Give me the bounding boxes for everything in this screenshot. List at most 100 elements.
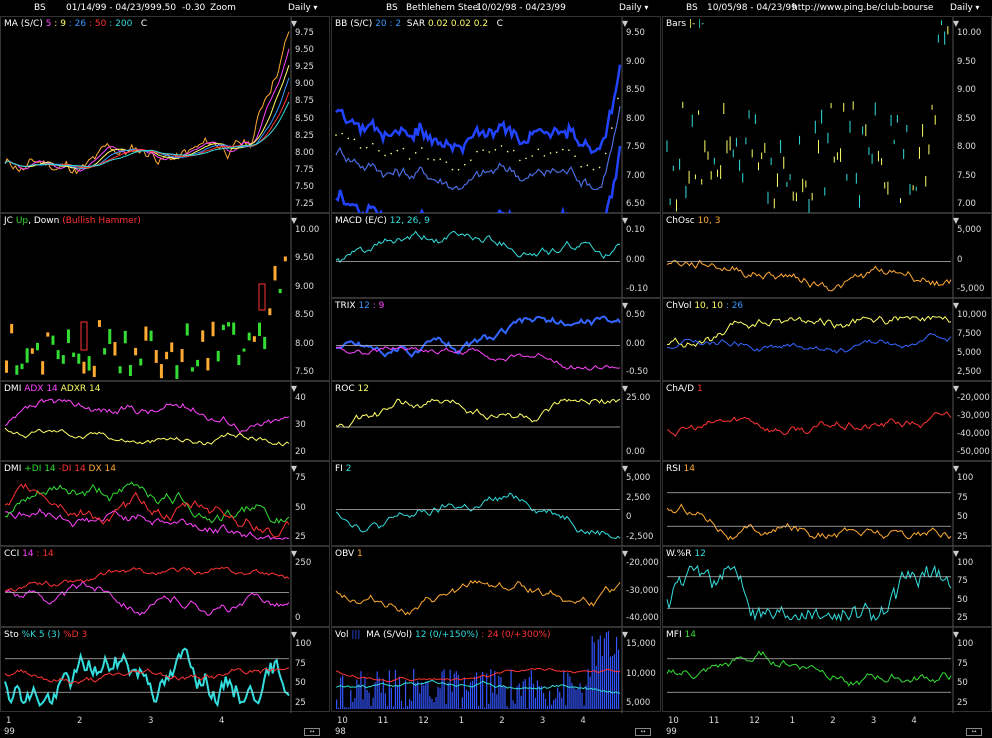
- panel-menu-icon[interactable]: ▼: [952, 384, 959, 393]
- panel-menu-icon[interactable]: ▼: [621, 301, 628, 310]
- indicator-panel[interactable]: ROC 12 ▼ 25.00 0.00: [331, 381, 661, 462]
- indicator-panel[interactable]: W.%R 12 ▼ 100 75 50 25: [662, 546, 992, 628]
- volume-bar: [538, 686, 541, 709]
- series-line: [666, 503, 952, 541]
- window-titlebar[interactable]: BS 01/14/99 - 04/23/99 9.50 -0.30 Zoom Daily: [0, 0, 330, 16]
- indicator-panel[interactable]: MFI 14 ▼ 100 75 50 25: [662, 627, 992, 713]
- indicator-panel[interactable]: DMI +DI 14 -DI 14 DX 14 ▼ 75 50 25: [0, 461, 330, 547]
- indicator-panel[interactable]: ChVol 10, 10 : 26 ▼ 10,000 7,500 5,000 2,500: [662, 298, 992, 382]
- legend-entry: : 14: [33, 549, 54, 559]
- volume-bar: [354, 698, 356, 709]
- panel-menu-icon[interactable]: ▼: [621, 630, 628, 639]
- sar-dot: [384, 154, 386, 157]
- period-dropdown[interactable]: Daily: [619, 3, 648, 13]
- volume-bar: [510, 669, 512, 709]
- panel-menu-icon[interactable]: ▼: [621, 384, 628, 393]
- panel-menu-icon[interactable]: ▼: [290, 216, 297, 225]
- sar-dot: [531, 155, 533, 157]
- window-titlebar[interactable]: BS Bethlehem Steel 10/02/98 - 04/23/99 Dail…: [331, 0, 661, 16]
- panel-menu-icon[interactable]: ▼: [621, 19, 628, 28]
- indicator-panel[interactable]: MACD (E/C) 12, 26, 9 ▼ 0.10 0.00 -0.10: [331, 213, 661, 299]
- sar-dot: [421, 147, 423, 149]
- candle: [149, 330, 153, 342]
- panel-menu-icon[interactable]: ▼: [290, 384, 297, 393]
- y-tick-label: 10,000: [957, 310, 987, 320]
- header-text: BS: [686, 3, 698, 13]
- window-titlebar[interactable]: BS 10/05/98 - 04/23/99 http://www.ping.be/…: [662, 0, 992, 16]
- indicator-panel[interactable]: JC Up, Down (Bullish Hammer) ▼ 10.00 9.50 9.…: [0, 213, 330, 382]
- volume-bar: [496, 694, 498, 709]
- y-tick-label: -30,000: [957, 411, 990, 421]
- candle: [232, 322, 236, 335]
- y-tick-label: 9.50: [626, 28, 645, 38]
- candle: [175, 365, 179, 379]
- candle: [190, 367, 194, 372]
- y-tick-label: -5,000: [957, 284, 985, 294]
- panel-menu-icon[interactable]: ▼: [621, 464, 628, 473]
- volume-bar: [524, 678, 526, 709]
- candle: [41, 361, 45, 375]
- indicator-panel[interactable]: BB (S/C) 20 : 2 SAR 0.02 0.02 0.2 C ▼ 9.50…: [331, 16, 661, 241]
- panel-menu-icon[interactable]: ▼: [290, 549, 297, 558]
- x-tick-label: 11: [708, 716, 720, 726]
- panel-menu-icon[interactable]: ▼: [290, 630, 297, 639]
- indicator-panel[interactable]: TRIX 12 : 9 ▼ 0.50 0.00 -0.50: [331, 298, 661, 382]
- legend-entry: +DI 14: [21, 464, 56, 474]
- scroll-button[interactable]: ↔: [304, 728, 320, 736]
- volume-bar: [534, 697, 536, 709]
- panel-menu-icon[interactable]: ▼: [621, 549, 628, 558]
- volume-bar: [338, 707, 340, 709]
- volume-bar: [344, 707, 346, 709]
- x-axis: 10 11 12 1 2 3 4 98 ↔: [331, 714, 661, 738]
- panel-plot: [666, 17, 954, 214]
- volume-bar: [561, 697, 563, 709]
- indicator-panel[interactable]: RSI 14 ▼ 100 75 50 25: [662, 461, 992, 547]
- indicator-panel[interactable]: FI 2 ▼ 5,000 2,500 0 -2,500: [331, 461, 661, 547]
- y-tick-label: 10,000: [626, 668, 656, 679]
- panel-menu-icon[interactable]: ▼: [621, 216, 628, 225]
- panel-menu-icon[interactable]: ▼: [952, 464, 959, 473]
- volume-bar: [378, 677, 380, 709]
- panel-menu-icon[interactable]: ▼: [952, 630, 959, 639]
- sar-dot: [488, 151, 491, 153]
- period-dropdown[interactable]: Daily: [288, 3, 317, 13]
- indicator-panel[interactable]: Sto %K 5 (3) %D 3 ▼ 100 75 50 25: [0, 627, 330, 713]
- volume-bar: [500, 677, 502, 709]
- indicator-panel[interactable]: Vol ||| MA (S/Vol) 12 (0/+150%) : 24 (0/…: [331, 627, 661, 713]
- period-dropdown[interactable]: Daily: [950, 3, 979, 13]
- scroll-button[interactable]: ↔: [966, 728, 982, 736]
- candle: [30, 348, 34, 354]
- panel-menu-icon[interactable]: ▼: [290, 19, 297, 28]
- indicator-panel[interactable]: CCI 14 : 14 ▼ 250 0: [0, 546, 330, 628]
- panel-menu-icon[interactable]: ▼: [952, 301, 959, 310]
- indicator-panel[interactable]: OBV 1 ▼ -20,000 -30,000 -40,000: [331, 546, 661, 628]
- sar-dot: [371, 142, 374, 145]
- volume-bar: [611, 655, 614, 709]
- indicator-panel[interactable]: ChA/D 1 ▼ -20,000 -30,000 -40,000 -50,000: [662, 381, 992, 462]
- panel-menu-icon[interactable]: ▼: [952, 19, 959, 28]
- panel-plot: [4, 462, 292, 547]
- y-tick-label: 7.50: [295, 367, 314, 377]
- series-line: [335, 315, 621, 359]
- volume-bar: [555, 698, 557, 709]
- indicator-panel[interactable]: Bars |- |- ▼ 10.00 9.50 9.00 8.50 8.00 7.50 7.00: [662, 16, 992, 214]
- sar-dot: [378, 149, 380, 152]
- y-tick-label: 5,000: [957, 348, 982, 358]
- panel-menu-icon[interactable]: ▼: [290, 464, 297, 473]
- panel-menu-icon[interactable]: ▼: [952, 216, 959, 225]
- candle: [206, 357, 210, 371]
- panel-legend: Bars |- |-: [666, 19, 704, 29]
- legend-entry: |||: [348, 630, 361, 640]
- y-tick-label: 9.00: [295, 79, 314, 90]
- volume-bar: [613, 654, 616, 709]
- indicator-panel[interactable]: ChOsc 10, 3 ▼ 5,000 0 -5,000: [662, 213, 992, 299]
- sar-dot: [353, 138, 356, 141]
- sar-dot: [414, 152, 417, 154]
- scroll-button[interactable]: ↔: [635, 728, 651, 736]
- panel-menu-icon[interactable]: ▼: [952, 549, 959, 558]
- volume-bar: [421, 682, 423, 709]
- indicator-panel[interactable]: DMI ADX 14 ADXR 14 ▼ 40 30 20: [0, 381, 330, 462]
- indicator-panel[interactable]: MA (S/C) 5 : 9 : 26 : 50 : 200 C ▼ 9.75 9.5…: [0, 16, 330, 214]
- y-tick-label: 9.00: [295, 281, 314, 292]
- volume-bar: [551, 704, 553, 709]
